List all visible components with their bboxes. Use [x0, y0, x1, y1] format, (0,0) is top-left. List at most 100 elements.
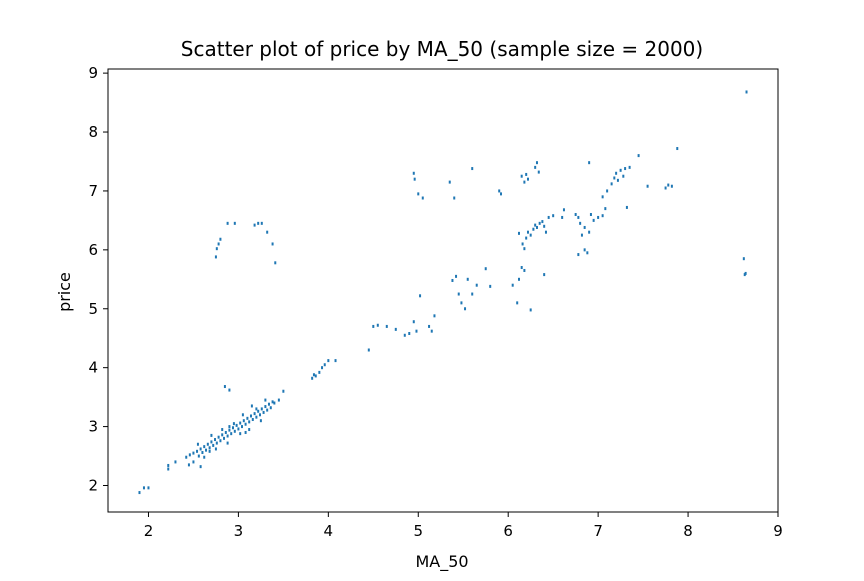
data-point [224, 430, 227, 434]
data-point [457, 292, 460, 296]
data-point [248, 428, 251, 432]
x-axis: 2 3 4 5 6 7 8 9 [144, 512, 783, 540]
data-point [205, 448, 208, 452]
data-point [271, 400, 274, 404]
data-point [208, 449, 211, 453]
y-tick-label: 2 [88, 476, 98, 494]
data-point [529, 308, 532, 312]
data-point [523, 247, 526, 251]
data-point [466, 277, 469, 281]
data-point [535, 225, 538, 229]
data-point [226, 441, 229, 445]
data-point [237, 427, 240, 431]
data-point [210, 433, 213, 437]
data-point [547, 215, 550, 219]
data-point [258, 413, 261, 417]
data-point [552, 214, 555, 218]
data-point [646, 184, 649, 188]
data-point [543, 273, 546, 277]
data-point [188, 453, 191, 457]
x-tick-label: 3 [234, 522, 244, 540]
chart-title: Scatter plot of price by MA_50 (sample s… [181, 37, 703, 61]
data-point [475, 283, 478, 287]
data-point [453, 196, 456, 200]
data-point [517, 231, 520, 235]
data-point [448, 180, 451, 184]
data-point [625, 205, 628, 209]
data-point [601, 195, 604, 199]
data-point [601, 214, 604, 218]
y-axis: 2 3 4 5 6 7 8 9 [88, 64, 108, 494]
data-point [246, 416, 249, 420]
data-point [221, 433, 224, 437]
data-point [235, 423, 238, 427]
data-point [241, 425, 243, 429]
data-point [408, 332, 411, 336]
data-point [226, 221, 229, 225]
data-point [250, 404, 253, 408]
data-point [232, 422, 235, 426]
data-point [244, 430, 247, 434]
data-point [260, 407, 263, 411]
data-point [249, 414, 252, 418]
y-tick-label: 3 [88, 418, 98, 436]
data-point [586, 251, 589, 255]
data-point [628, 165, 631, 169]
data-point [251, 418, 254, 422]
data-point [248, 420, 251, 424]
data-point [484, 267, 487, 271]
data-point [588, 230, 591, 234]
data-point [376, 323, 379, 327]
data-point [574, 213, 577, 217]
data-point [262, 410, 265, 414]
data-point [273, 401, 276, 405]
data-point [489, 284, 492, 288]
data-point [613, 176, 616, 180]
data-point [577, 253, 580, 257]
data-point [269, 406, 272, 410]
data-point [266, 230, 269, 234]
data-point [745, 90, 748, 94]
data-point [579, 221, 582, 225]
data-point [226, 434, 229, 438]
data-point [526, 230, 529, 234]
data-point [597, 215, 600, 219]
data-point [624, 167, 627, 171]
data-point [210, 440, 213, 444]
data-point [592, 218, 595, 222]
data-point [253, 412, 256, 416]
data-point [253, 223, 256, 227]
data-point [260, 221, 263, 225]
data-point [277, 398, 280, 402]
data-point [667, 183, 670, 187]
data-point [266, 408, 269, 412]
data-point [314, 374, 317, 378]
data-point [744, 271, 747, 275]
y-tick-label: 4 [88, 359, 98, 377]
data-point [174, 460, 177, 464]
data-point [264, 405, 267, 409]
data-point [228, 428, 231, 432]
data-point [185, 455, 188, 459]
data-point [327, 359, 330, 363]
data-point [192, 460, 195, 464]
data-point [460, 301, 463, 305]
data-point [196, 449, 199, 453]
data-point [417, 192, 420, 196]
data-point [516, 301, 519, 305]
data-point [535, 161, 538, 165]
data-point [394, 327, 397, 331]
data-point [580, 233, 583, 237]
data-point [223, 385, 226, 389]
data-point [523, 268, 526, 272]
data-point [589, 213, 592, 217]
data-point [228, 388, 231, 392]
data-point [223, 436, 226, 440]
data-point [187, 463, 190, 467]
data-point [267, 402, 270, 406]
data-point [455, 274, 458, 278]
data-point [259, 419, 262, 423]
data-point [385, 324, 388, 328]
